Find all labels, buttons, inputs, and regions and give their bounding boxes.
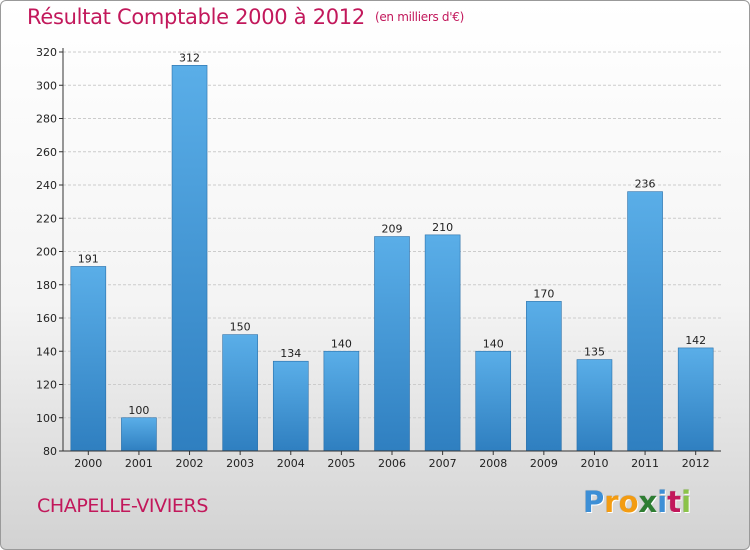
x-tick-label-2010: 2010 — [580, 457, 608, 470]
bar-2011 — [627, 191, 663, 452]
x-tick-label-2012: 2012 — [682, 457, 710, 470]
bar-2008 — [475, 350, 512, 452]
x-tick-label-2003: 2003 — [226, 457, 254, 470]
bar-2010 — [576, 359, 613, 452]
x-tick-label-2001: 2001 — [125, 457, 153, 470]
y-tick-label-160: 160 — [36, 312, 57, 325]
y-tick-label-200: 200 — [36, 246, 57, 259]
bar-2004 — [272, 360, 309, 452]
bar-2001 — [121, 417, 157, 452]
value-label-2005: 140 — [331, 337, 352, 350]
value-label-2011: 236 — [635, 178, 656, 191]
bar-2003 — [222, 334, 258, 452]
value-label-2006: 209 — [382, 223, 403, 236]
y-tick-label-260: 260 — [36, 146, 57, 159]
logo-letter: i — [681, 485, 692, 519]
logo-letter: r — [604, 485, 619, 519]
logo-letter: P — [583, 485, 605, 519]
value-label-2002: 312 — [179, 51, 200, 64]
bar-2002 — [171, 65, 208, 452]
chart-title-text: Résultat Comptable 2000 à 2012 — [27, 5, 365, 29]
bar-2006 — [374, 236, 410, 452]
bar-2012 — [677, 347, 714, 452]
logo-letter: o — [618, 485, 639, 519]
y-tick-label-220: 220 — [36, 212, 57, 225]
bar-2007 — [424, 234, 461, 452]
x-tick-label-2000: 2000 — [74, 457, 102, 470]
y-tick-label-80: 80 — [43, 445, 57, 458]
y-tick-label-140: 140 — [36, 345, 57, 358]
x-tick-label-2005: 2005 — [327, 457, 355, 470]
x-tick-label-2009: 2009 — [530, 457, 558, 470]
value-label-2009: 170 — [533, 287, 554, 300]
value-label-2004: 134 — [280, 347, 301, 360]
x-tick-label-2008: 2008 — [479, 457, 507, 470]
value-label-2012: 142 — [685, 334, 706, 347]
logo-letter: x — [638, 485, 658, 519]
y-tick-label-280: 280 — [36, 113, 57, 126]
y-tick-label-180: 180 — [36, 279, 57, 292]
y-tick-label-300: 300 — [36, 79, 57, 92]
value-label-2003: 150 — [230, 321, 251, 334]
x-tick-label-2011: 2011 — [631, 457, 659, 470]
x-tick-label-2006: 2006 — [378, 457, 406, 470]
value-label-2007: 210 — [432, 221, 453, 234]
logo-letter: i — [657, 485, 668, 519]
x-tick-label-2004: 2004 — [277, 457, 305, 470]
value-label-2010: 135 — [584, 346, 605, 359]
y-tick-label-240: 240 — [36, 179, 57, 192]
proxiti-logo: Proxiti — [583, 485, 691, 519]
bar-2009 — [526, 301, 562, 452]
x-tick-label-2002: 2002 — [176, 457, 204, 470]
value-label-2001: 100 — [128, 404, 149, 417]
chart-title: Résultat Comptable 2000 à 2012 (en millie… — [27, 5, 464, 29]
y-tick-label-320: 320 — [36, 46, 57, 59]
y-tick-label-100: 100 — [36, 412, 57, 425]
chart-unit: (en milliers d'€) — [374, 10, 464, 24]
x-tick-label-2007: 2007 — [429, 457, 457, 470]
value-label-2000: 191 — [78, 252, 99, 265]
city-name: CHAPELLE-VIVIERS — [37, 495, 209, 517]
logo-letter: t — [667, 485, 682, 519]
bar-2000 — [70, 266, 107, 452]
y-tick-label-120: 120 — [36, 379, 57, 392]
value-label-2008: 140 — [483, 337, 504, 350]
bar-2005 — [323, 350, 360, 452]
